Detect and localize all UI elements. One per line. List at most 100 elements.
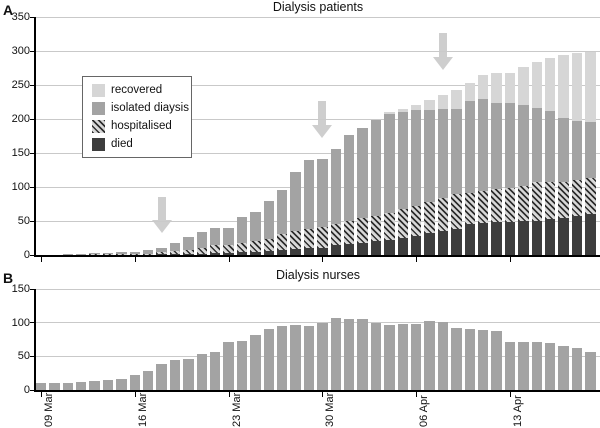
bar-died	[504, 222, 516, 255]
x-axis-tick	[322, 257, 324, 262]
bar-isolated	[209, 351, 221, 390]
legend-box: recovered isolated diaysis hospitalised …	[82, 76, 192, 158]
bar-hosp	[410, 206, 422, 236]
bar-isolated	[397, 324, 409, 390]
bar-died	[236, 252, 248, 255]
bar-isolated	[263, 200, 275, 239]
x-axis-line	[34, 255, 600, 257]
bar-isolated	[370, 322, 382, 390]
y-axis-label: 0	[23, 249, 30, 261]
y-axis-tick	[30, 220, 34, 222]
gridline	[35, 288, 600, 290]
y-axis-tick	[30, 84, 34, 86]
x-axis-tick	[134, 392, 136, 397]
bar-hosp	[370, 215, 382, 242]
bar-isolated	[303, 326, 315, 390]
gridline	[35, 84, 600, 86]
bar-isolated	[451, 108, 462, 195]
bar-died	[357, 242, 368, 255]
bar-died	[263, 250, 275, 255]
bar-hosp	[424, 201, 435, 234]
bar-isolated	[142, 250, 154, 254]
bar-isolated	[102, 379, 114, 390]
bar-isolated	[276, 189, 288, 234]
bar-isolated	[62, 382, 74, 390]
annotation-arrow-icon	[151, 220, 172, 233]
legend-label: hospitalised	[111, 120, 172, 132]
bar-isolated	[303, 159, 315, 230]
y-axis-label: 50	[17, 215, 30, 227]
bar-isolated	[464, 101, 476, 194]
bar-hosp	[209, 245, 221, 253]
bar-died	[169, 254, 181, 255]
bar-hosp	[223, 244, 234, 253]
bar-died	[410, 235, 422, 255]
bar-isolated	[437, 321, 449, 390]
bar-hosp	[183, 249, 194, 255]
bar-isolated	[451, 328, 462, 390]
bar-isolated	[384, 324, 395, 390]
bar-hosp	[585, 178, 596, 215]
bar-died	[330, 245, 342, 255]
bar-isolated	[330, 148, 342, 224]
bar-isolated	[518, 104, 529, 186]
bar-isolated	[410, 324, 422, 390]
bar-died	[558, 217, 569, 255]
bar-isolated	[410, 110, 422, 207]
bar-hosp	[129, 253, 141, 255]
bar-hosp	[544, 182, 556, 219]
y-axis-tick	[30, 389, 34, 391]
bar-isolated	[75, 381, 87, 390]
bar-recovered	[397, 108, 409, 113]
x-axis-label: 16 Mar	[136, 392, 149, 427]
y-axis-label: 250	[11, 79, 30, 91]
bar-isolated	[477, 99, 489, 192]
bar-hosp	[357, 218, 368, 243]
bar-isolated	[357, 127, 368, 219]
x-axis-label: 09 Mar	[43, 392, 55, 427]
bar-recovered	[424, 99, 435, 111]
bar-hosp	[196, 247, 208, 254]
x-axis-tick	[416, 392, 418, 397]
bar-isolated	[585, 352, 596, 390]
y-axis-tick	[30, 355, 34, 357]
bar-isolated	[236, 216, 248, 243]
bar-hosp	[531, 181, 543, 221]
bar-isolated	[384, 113, 395, 213]
annotation-arrow-shaft	[318, 101, 327, 125]
bar-hosp	[504, 188, 516, 223]
x-axis-tick	[41, 257, 42, 262]
bar-recovered	[451, 90, 462, 109]
bar-died	[276, 250, 288, 255]
bar-isolated	[424, 110, 435, 202]
bar-recovered	[518, 66, 529, 105]
bar-isolated	[437, 108, 449, 198]
y-axis-label: 0	[23, 384, 30, 396]
bar-died	[397, 238, 409, 255]
bar-isolated	[317, 322, 328, 390]
x-axis-label: 30 Mar	[324, 392, 337, 427]
bar-hosp	[75, 254, 87, 255]
bar-isolated	[491, 331, 502, 390]
bar-recovered	[504, 72, 516, 103]
bar-hosp	[250, 240, 261, 252]
bar-isolated	[464, 329, 476, 390]
bar-died	[531, 221, 543, 255]
panel-a-title: Dialysis patients	[272, 0, 364, 14]
bar-hosp	[477, 191, 489, 224]
bar-isolated	[544, 110, 556, 183]
bar-hosp	[303, 229, 315, 249]
gridline	[35, 16, 600, 18]
bar-isolated	[504, 102, 516, 189]
bar-hosp	[518, 185, 529, 221]
bar-isolated	[504, 341, 516, 390]
bar-hosp	[558, 181, 569, 218]
bar-died	[370, 241, 382, 255]
bar-isolated	[156, 363, 167, 390]
bar-hosp	[156, 252, 167, 255]
bar-isolated	[223, 342, 234, 390]
bar-recovered	[464, 82, 476, 102]
bar-hosp	[491, 189, 502, 223]
bar-isolated	[89, 381, 100, 390]
bar-died	[544, 218, 556, 255]
